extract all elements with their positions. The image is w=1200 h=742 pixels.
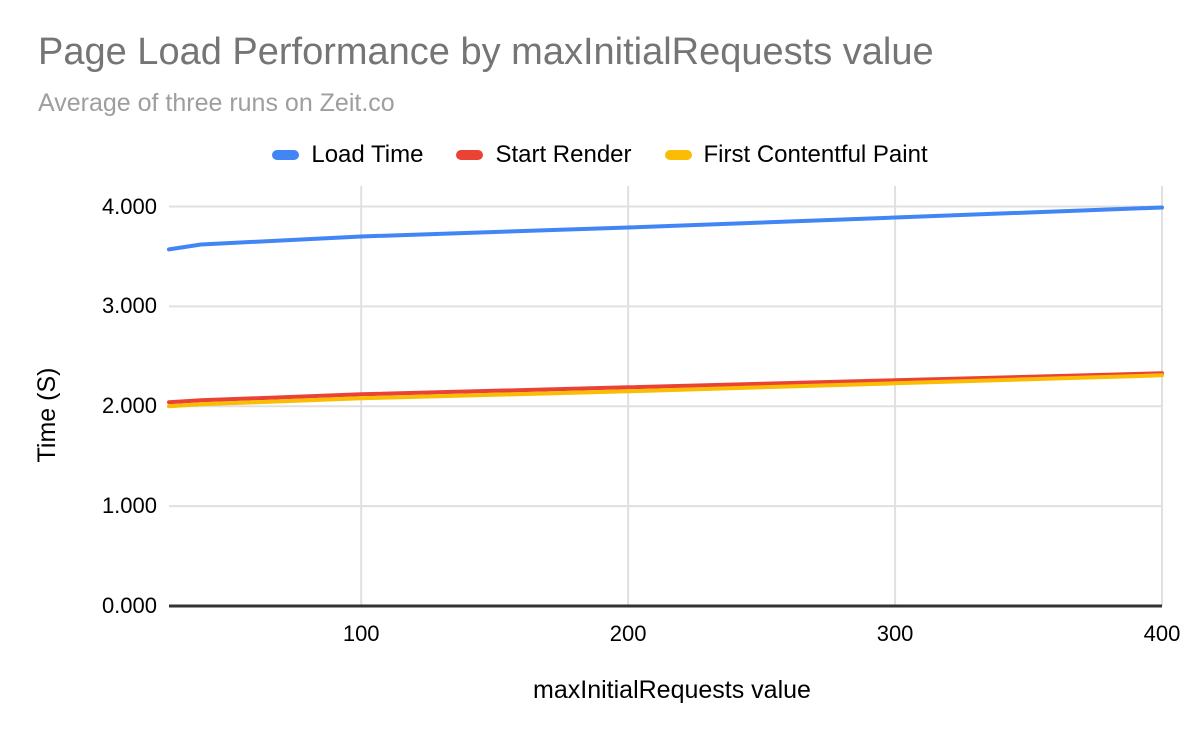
line-load-time bbox=[167, 205, 1164, 252]
legend-item-start-render: Start Render bbox=[456, 141, 632, 169]
x-tick-label: 300 bbox=[876, 621, 914, 646]
legend: Load Time Start Render First Contentful Pa… bbox=[0, 141, 1200, 169]
legend-swatch-start-render bbox=[456, 150, 484, 160]
line-start-render bbox=[167, 371, 1164, 405]
x-tick-label: 400 bbox=[1143, 621, 1181, 646]
legend-swatch-load-time bbox=[272, 150, 300, 160]
x-tick-label: 200 bbox=[609, 621, 647, 646]
legend-label: Start Render bbox=[495, 141, 632, 168]
y-axis-title: Time (S) bbox=[33, 367, 61, 463]
y-tick-label: 0.000 bbox=[101, 593, 157, 618]
chart-subtitle: Average of three runs on Zeit.co bbox=[38, 89, 395, 117]
y-tick-label: 1.000 bbox=[101, 493, 157, 519]
legend-label: Load Time bbox=[311, 141, 424, 168]
legend-label: First Contentful Paint bbox=[703, 141, 928, 168]
chart-title: Page Load Performance by maxInitialReque… bbox=[38, 31, 934, 73]
y-tick-label: 4.000 bbox=[101, 193, 157, 219]
y-tick-label: 2.000 bbox=[101, 393, 157, 419]
x-tick-label: 100 bbox=[342, 621, 380, 646]
legend-swatch-first-contentful-paint bbox=[664, 150, 692, 160]
legend-item-load-time: Load Time bbox=[272, 141, 423, 169]
legend-item-first-contentful-paint: First Contentful Paint bbox=[664, 141, 928, 169]
line-first-contentful-paint bbox=[167, 373, 1164, 409]
plot-area bbox=[167, 186, 1164, 608]
y-tick-label: 3.000 bbox=[101, 293, 157, 319]
x-axis-title: maxInitialRequests value bbox=[533, 676, 811, 704]
